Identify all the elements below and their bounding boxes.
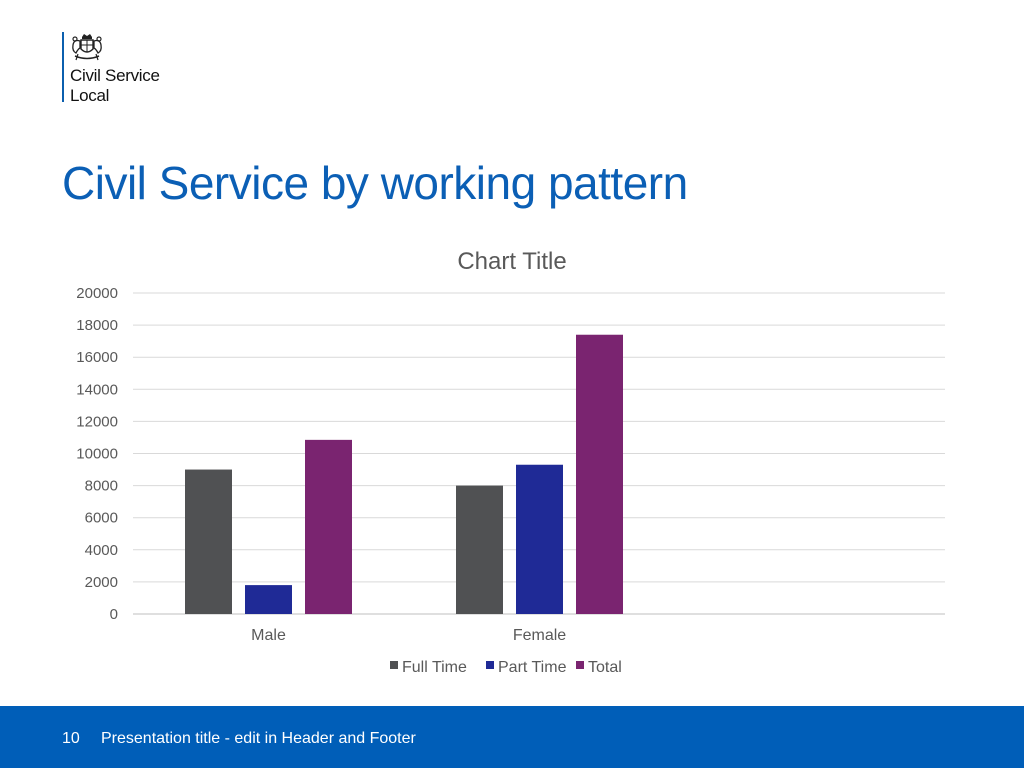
y-tick-label: 4000 <box>85 542 118 559</box>
royal-coat-of-arms-icon <box>72 34 102 61</box>
page-title: Civil Service by working pattern <box>62 157 688 209</box>
chart-y-axis: 0 2000 4000 6000 8000 10000 12000 14000 16000 180… <box>76 285 118 623</box>
chart-title: Chart Title <box>457 248 566 275</box>
chart-legend: Full Time Part Time Total <box>390 659 622 676</box>
y-tick-label: 8000 <box>85 478 118 495</box>
chart-x-axis: Male Female <box>251 627 566 644</box>
bar-female-full-time <box>456 485 503 614</box>
bar-female-total <box>576 334 623 614</box>
y-tick-label: 10000 <box>76 446 118 463</box>
logo-divider <box>62 32 64 102</box>
y-tick-label: 18000 <box>76 317 118 334</box>
y-tick-label: 16000 <box>76 349 118 366</box>
y-tick-label: 14000 <box>76 381 118 398</box>
x-category-label: Female <box>513 627 566 644</box>
y-tick-label: 20000 <box>76 285 118 302</box>
legend-label: Part Time <box>498 659 567 676</box>
legend-swatch <box>486 661 494 669</box>
y-tick-label: 6000 <box>85 510 118 527</box>
legend-swatch <box>390 661 398 669</box>
legend-label: Full Time <box>402 659 467 676</box>
logo-text-civil-service: Civil Service <box>70 66 160 85</box>
bar-male-total <box>305 439 352 614</box>
footer-bar: 10 Presentation title - edit in Header a… <box>0 706 1024 768</box>
page-number: 10 <box>62 730 80 747</box>
x-category-label: Male <box>251 627 286 644</box>
y-tick-label: 0 <box>110 606 118 623</box>
y-tick-label: 2000 <box>85 574 118 591</box>
bar-male-part-time <box>245 585 292 614</box>
legend-label: Total <box>588 659 622 676</box>
chart-bars <box>185 334 623 614</box>
logo-text-local: Local <box>70 86 110 105</box>
footer-presentation-title: Presentation title - edit in Header and … <box>101 730 416 747</box>
bar-female-part-time <box>516 464 563 614</box>
working-pattern-bar-chart: 0 2000 4000 6000 8000 10000 12000 14000 16000 180… <box>76 248 945 676</box>
legend-swatch <box>576 661 584 669</box>
y-tick-label: 12000 <box>76 413 118 430</box>
bar-male-full-time <box>185 469 232 614</box>
